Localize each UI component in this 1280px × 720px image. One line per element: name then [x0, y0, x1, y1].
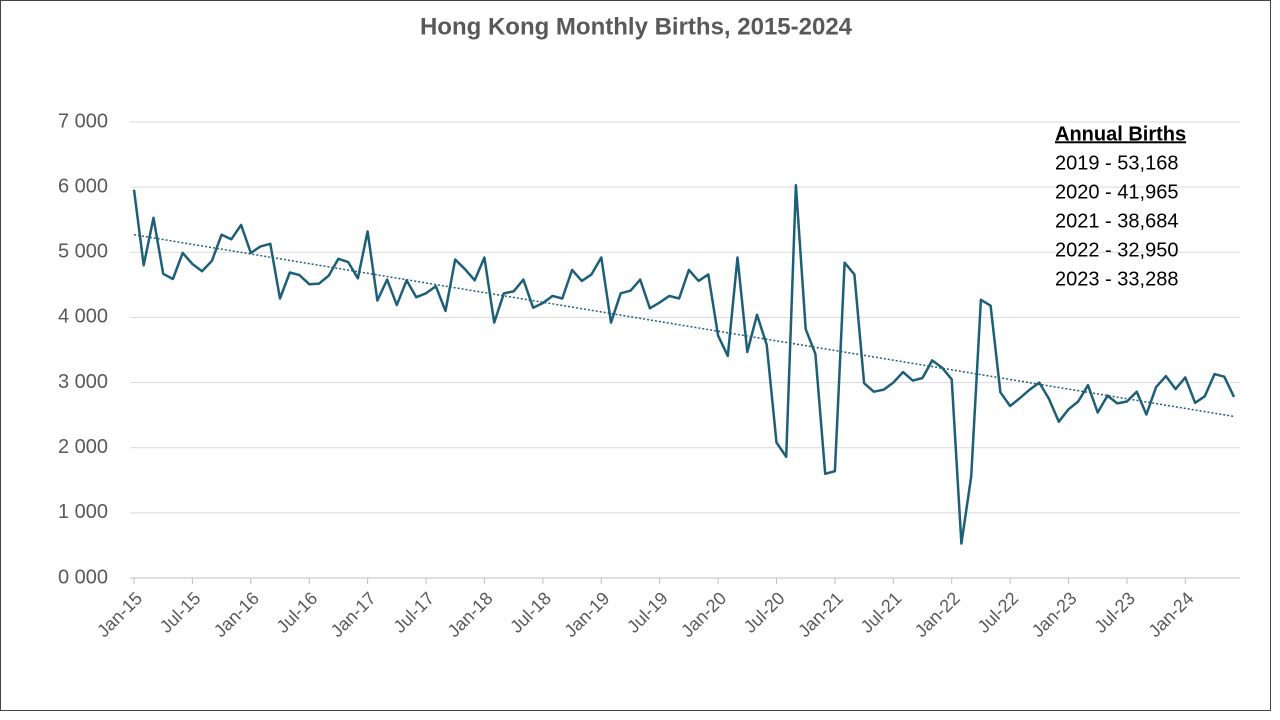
- y-tick-label: 7 000: [58, 110, 108, 132]
- y-tick-label: 3 000: [58, 371, 108, 393]
- series-line: [132, 183, 1236, 545]
- y-tick-label: 0 000: [58, 566, 108, 588]
- annotation-line: 2022 - 32,950: [1055, 239, 1178, 261]
- trend-line: [133, 233, 1235, 418]
- chart-title: Hong Kong Monthly Births, 2015-2024: [420, 13, 853, 40]
- annotation-title: Annual Births: [1055, 123, 1186, 145]
- y-tick-label: 1 000: [58, 501, 108, 523]
- y-tick-label: 4 000: [58, 306, 108, 328]
- y-tick-label: 5 000: [58, 241, 108, 263]
- annotation-line: 2021 - 38,684: [1055, 210, 1178, 232]
- annotation-line: 2020 - 41,965: [1055, 181, 1178, 203]
- y-tick-label: 2 000: [58, 436, 108, 458]
- y-tick-label: 6 000: [58, 175, 108, 197]
- annotation-line: 2023 - 33,288: [1055, 268, 1178, 290]
- annotation-line: 2019 - 53,168: [1055, 152, 1178, 174]
